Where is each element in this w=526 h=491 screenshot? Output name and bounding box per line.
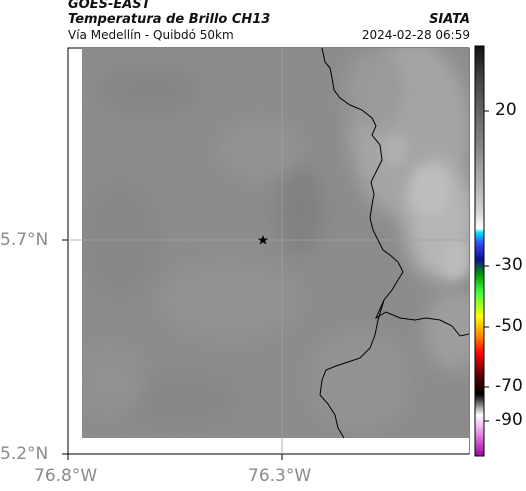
colorbar-tick-minus-30: -30 [495, 255, 523, 275]
colorbar [474, 45, 485, 457]
lat-label-5-7: 5.7°N [0, 230, 49, 250]
lon-label-76-8: 76.8°W [34, 466, 98, 486]
station-star-icon [257, 235, 269, 245]
brightness-field [82, 48, 469, 438]
satellite-title: GOES-EAST [68, 0, 151, 12]
datetime-label: 2024-02-28 06:59 [361, 28, 470, 42]
colorbar-tick-20: 20 [495, 100, 517, 120]
colorbar-tick-minus-50: -50 [495, 316, 523, 336]
lon-label-76-3: 76.3°W [248, 466, 312, 486]
colorbar-tick-minus-90: -90 [495, 410, 523, 430]
brand-label: SIATA [429, 12, 470, 27]
lat-label-5-2: 5.2°N [0, 444, 49, 464]
boundary-lines [319, 48, 469, 438]
product-title: Temperatura de Brillo CH13 [68, 12, 271, 27]
colorbar-tick-minus-70: -70 [495, 376, 523, 396]
route-label: Vía Medellín - Quibdó 50km [68, 28, 234, 42]
